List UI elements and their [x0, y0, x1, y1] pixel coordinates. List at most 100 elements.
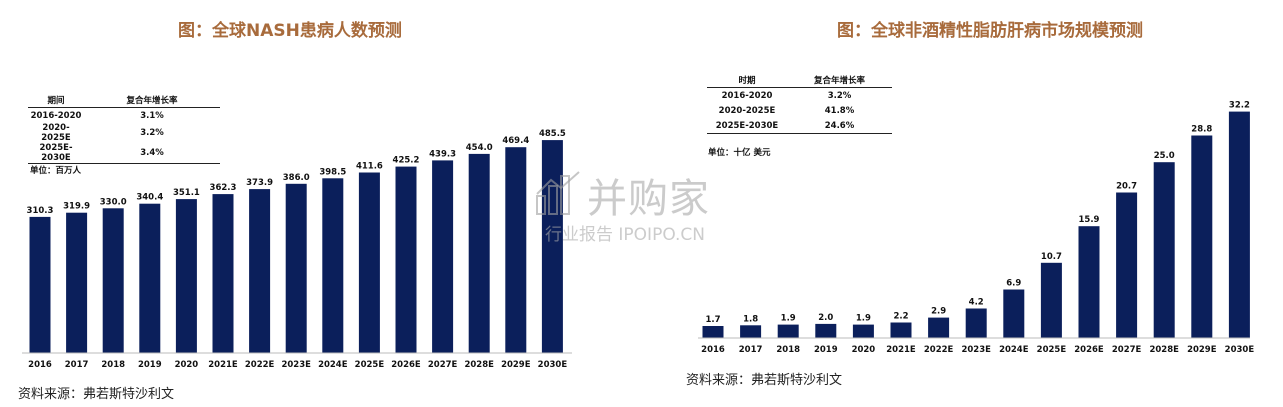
data-label: 439.3: [429, 149, 456, 159]
unit-label: 单位：百万人: [30, 166, 82, 176]
unit-label: 单位：十亿 美元: [708, 148, 771, 158]
bar: [928, 317, 950, 338]
source-note: 资料来源：弗若斯特沙利文: [18, 387, 175, 402]
data-label: 340.4: [136, 193, 163, 203]
x-tick-label: 2029E: [1187, 345, 1217, 355]
data-label: 411.6: [356, 162, 383, 172]
cagr-row: 2020-2025E 3.2%: [28, 123, 220, 143]
bar: [1003, 289, 1025, 338]
x-tick-label: 2024E: [318, 360, 348, 370]
nash-bar-chart: 310.3 2016 319.9 2017 330.0 2018 340.4 2019 351.…: [22, 129, 572, 370]
chart-title: 图：全球非酒精性脂肪肝病市场规模预测: [837, 21, 1143, 41]
bar: [1116, 192, 1138, 338]
x-tick-label: 2017: [65, 360, 89, 370]
bar: [468, 153, 490, 353]
bar: [777, 324, 799, 338]
cagr-rate: 3.2%: [140, 128, 164, 138]
x-tick-label: 2024E: [999, 345, 1029, 355]
bar: [541, 140, 563, 353]
cagr-period: 2020-2025E: [718, 105, 776, 116]
bar: [1228, 111, 1250, 338]
bar: [432, 160, 454, 353]
bar: [852, 324, 874, 338]
data-label: 386.0: [283, 173, 310, 183]
data-label: 373.9: [246, 178, 273, 188]
data-label: 398.5: [319, 167, 346, 177]
cagr-rate: 24.6%: [787, 118, 892, 134]
x-tick-label: 2018: [101, 360, 125, 370]
data-label: 20.7: [1116, 182, 1137, 192]
x-tick-label: 2022E: [924, 345, 954, 355]
cagr-header-rate: 复合年增长率: [84, 92, 220, 108]
data-label: 351.1: [173, 188, 200, 198]
bar: [395, 166, 417, 353]
data-label: 1.8: [743, 314, 758, 324]
cagr-rate: 3.1%: [140, 110, 164, 121]
cagr-row: 2025E-2030E 3.4%: [28, 143, 220, 164]
x-tick-label: 2019: [814, 345, 838, 355]
cagr-period: 2016-2020: [721, 90, 773, 101]
x-tick-label: 2027E: [428, 360, 458, 370]
cagr-header-period: 期间: [28, 92, 84, 108]
bar: [1078, 226, 1100, 338]
data-label: 1.9: [781, 314, 796, 324]
data-label: 319.9: [63, 202, 90, 212]
cagr-row: 2025E-2030E 24.6%: [707, 118, 892, 134]
cagr-period: 2020-2025E: [41, 123, 71, 143]
cagr-rate: 41.8%: [824, 105, 855, 116]
cagr-period: 2025E-2030E: [28, 143, 84, 164]
bar: [890, 322, 912, 338]
bar: [815, 323, 837, 338]
cagr-period: 2016-2020: [30, 110, 82, 121]
x-tick-label: 2030E: [538, 360, 568, 370]
x-tick-label: 2017: [739, 345, 763, 355]
data-label: 25.0: [1154, 151, 1175, 161]
nafld-market-bar-chart: 1.7 2016 1.8 2017 1.9 2018 2.0 2019 1.9 2020 2.2 20…: [698, 101, 1255, 355]
data-label: 330.0: [100, 197, 127, 207]
x-tick-label: 2021E: [208, 360, 238, 370]
chart-title: 图：全球NASH患病人数预测: [178, 21, 402, 41]
data-label: 2.0: [818, 313, 833, 323]
bar: [740, 325, 762, 338]
data-label: 32.2: [1229, 101, 1250, 111]
cagr-row: 2016-2020 3.2%: [707, 88, 892, 104]
data-label: 2.9: [931, 307, 946, 317]
x-tick-label: 2026E: [1074, 345, 1104, 355]
x-tick-label: 2025E: [355, 360, 385, 370]
bar: [358, 172, 380, 353]
bar: [1153, 162, 1175, 338]
data-label: 362.3: [210, 183, 237, 193]
cagr-rate: 3.2%: [827, 90, 852, 101]
x-tick-label: 2016: [28, 360, 52, 370]
data-label: 15.9: [1079, 215, 1100, 225]
cagr-rate: 3.4%: [84, 143, 220, 164]
bar: [249, 189, 271, 353]
data-label: 1.9: [856, 314, 871, 324]
nafld-market-panel: 图：全球非酒精性脂肪肝病市场规模预测 时期 复合年增长率 2016-2020 3…: [640, 0, 1283, 407]
bar: [102, 208, 124, 353]
data-label: 4.2: [969, 298, 984, 308]
bar: [1191, 135, 1213, 338]
x-tick-label: 2026E: [391, 360, 421, 370]
x-tick-label: 2021E: [886, 345, 916, 355]
x-tick-label: 2020: [852, 345, 876, 355]
x-tick-label: 2030E: [1225, 345, 1255, 355]
data-label: 425.2: [393, 156, 420, 166]
data-label: 310.3: [27, 206, 54, 216]
data-label: 454.0: [466, 143, 493, 153]
data-label: 6.9: [1006, 279, 1021, 289]
cagr-header-rate: 复合年增长率: [787, 72, 892, 88]
x-tick-label: 2022E: [245, 360, 275, 370]
cagr-row: 2016-2020 3.1%: [28, 108, 220, 124]
x-tick-label: 2018: [776, 345, 800, 355]
data-label: 10.7: [1041, 252, 1062, 262]
bar: [505, 147, 527, 353]
cagr-period: 2025E-2030E: [707, 118, 787, 134]
x-tick-label: 2023E: [961, 345, 991, 355]
data-label: 2.2: [893, 312, 908, 322]
bar: [66, 212, 88, 353]
bar: [212, 194, 234, 353]
data-label: 28.8: [1191, 125, 1212, 135]
bar: [322, 178, 344, 353]
x-tick-label: 2029E: [501, 360, 531, 370]
